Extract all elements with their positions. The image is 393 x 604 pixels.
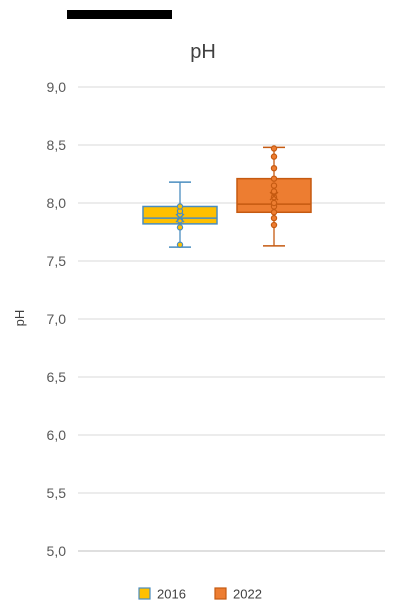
data-point	[270, 199, 278, 207]
data-point	[270, 145, 278, 152]
data-point	[270, 182, 278, 189]
y-tick-label: 8,0	[47, 195, 67, 211]
data-point	[270, 214, 278, 222]
data-point	[176, 241, 184, 248]
y-tick-labels: 5,0 5,5 6,0 6,5 7,0 7,5 8,0 8,5 9,0	[47, 79, 67, 559]
data-point	[176, 224, 184, 231]
y-axis-label: pH	[12, 310, 27, 327]
y-tick-label: 5,5	[47, 485, 67, 501]
data-point	[270, 153, 278, 160]
legend-label-2016: 2016	[157, 587, 186, 602]
data-point	[270, 164, 278, 172]
box-series	[142, 145, 312, 248]
data-point	[270, 193, 278, 201]
box-series-2016	[142, 181, 218, 248]
chart-title: pH	[190, 41, 216, 63]
legend-swatch-2016	[138, 587, 151, 600]
y-tick-label: 5,0	[47, 543, 67, 559]
y-tick-label: 7,0	[47, 311, 67, 327]
redaction-bar	[67, 10, 172, 19]
legend: 2016 2022	[138, 587, 262, 602]
data-point	[270, 175, 278, 182]
y-tick-label: 9,0	[47, 79, 67, 95]
mean-marker	[269, 191, 279, 201]
y-tick-label: 6,0	[47, 427, 67, 443]
y-tick-label: 8,5	[47, 137, 67, 153]
box-series-2022	[236, 145, 312, 247]
data-point	[270, 188, 278, 195]
gridlines	[78, 86, 385, 552]
data-point	[270, 221, 278, 229]
data-point	[176, 203, 184, 210]
legend-label-2022: 2022	[233, 587, 262, 602]
legend-swatch-2022	[214, 587, 227, 600]
mean-marker	[175, 213, 185, 223]
y-tick-label: 6,5	[47, 369, 67, 385]
data-point	[270, 209, 278, 216]
y-tick-label: 7,5	[47, 253, 67, 269]
